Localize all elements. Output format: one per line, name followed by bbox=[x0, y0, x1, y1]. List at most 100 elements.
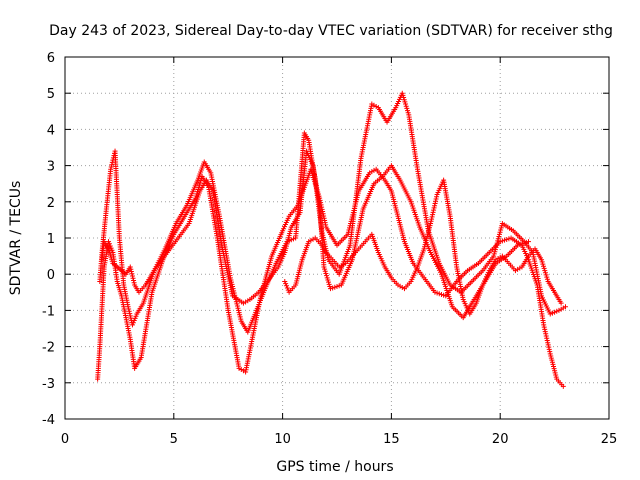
interpolated-points bbox=[286, 236, 296, 244]
interpolated-points bbox=[254, 288, 267, 311]
interpolated-points bbox=[515, 265, 523, 272]
x-axis-label: GPS time / hours bbox=[276, 459, 393, 475]
interpolated-points bbox=[530, 252, 544, 297]
interpolated-points bbox=[336, 233, 349, 247]
interpolated-points bbox=[226, 310, 242, 369]
interpolated-points bbox=[397, 283, 405, 290]
interpolated-points bbox=[300, 241, 311, 261]
interpolated-points bbox=[383, 179, 393, 192]
interpolated-points bbox=[517, 239, 529, 248]
interpolated-points bbox=[97, 252, 105, 282]
y-tick-label: -3 bbox=[42, 377, 55, 392]
interpolated-points bbox=[454, 266, 466, 300]
interpolated-points bbox=[422, 223, 433, 250]
interpolated-points bbox=[540, 295, 552, 315]
interpolated-points bbox=[495, 254, 508, 265]
y-tick-label: 2 bbox=[47, 196, 55, 211]
interpolated-points bbox=[139, 291, 155, 358]
interpolated-points bbox=[210, 190, 224, 246]
interpolated-points bbox=[527, 248, 536, 257]
interpolated-points bbox=[135, 302, 145, 315]
interpolated-points bbox=[546, 280, 557, 293]
interpolated-points bbox=[270, 230, 285, 257]
interpolated-points bbox=[520, 255, 530, 268]
x-tick-label: 15 bbox=[383, 432, 400, 447]
data-point bbox=[282, 278, 288, 284]
y-tick-label: 5 bbox=[47, 87, 55, 102]
tick-labels: 0 5 10 15 20 25 -4 -3 -2 -1 0 1 2 3 4 5 6 bbox=[42, 51, 617, 447]
interpolated-points bbox=[202, 161, 213, 174]
interpolated-points bbox=[308, 236, 316, 243]
interpolated-points bbox=[558, 305, 566, 312]
interpolated-points bbox=[499, 236, 512, 244]
interpolated-points bbox=[369, 167, 377, 175]
interpolated-points bbox=[249, 291, 260, 301]
data-point bbox=[327, 286, 333, 292]
data-point bbox=[106, 239, 112, 245]
interpolated-points bbox=[215, 237, 231, 311]
series-track-2 bbox=[97, 90, 568, 335]
interpolated-points bbox=[477, 251, 491, 265]
interpolated-points bbox=[409, 201, 422, 228]
interpolated-points bbox=[351, 248, 360, 257]
y-tick-label: 1 bbox=[47, 232, 55, 247]
interpolated-points bbox=[370, 233, 381, 253]
interpolated-points bbox=[281, 215, 291, 232]
data-point bbox=[525, 239, 531, 245]
interpolated-points bbox=[231, 294, 245, 305]
interpolated-points bbox=[434, 290, 447, 298]
interpolated-points bbox=[409, 266, 420, 282]
interpolated-points bbox=[415, 248, 426, 268]
interpolated-points bbox=[112, 150, 122, 239]
interpolated-points bbox=[283, 281, 291, 293]
interpolated-points bbox=[447, 215, 459, 268]
interpolated-points bbox=[102, 240, 110, 250]
interpolated-points bbox=[133, 356, 143, 370]
x-tick-label: 10 bbox=[274, 432, 291, 447]
interpolated-points bbox=[120, 269, 127, 276]
interpolated-points bbox=[385, 106, 398, 123]
interpolated-points bbox=[111, 262, 119, 269]
x-tick-label: 0 bbox=[61, 432, 69, 447]
interpolated-points bbox=[174, 204, 189, 225]
y-tick-label: -1 bbox=[42, 304, 55, 319]
grid bbox=[64, 56, 610, 420]
interpolated-points bbox=[373, 175, 384, 185]
interpolated-points bbox=[304, 150, 315, 167]
interpolated-points bbox=[276, 252, 287, 268]
data-point bbox=[547, 311, 553, 317]
data-point bbox=[541, 322, 547, 328]
interpolated-points bbox=[347, 158, 364, 246]
interpolated-points bbox=[293, 259, 305, 286]
y-tick-label: 6 bbox=[47, 51, 55, 66]
interpolated-points bbox=[422, 277, 437, 293]
interpolated-points bbox=[95, 346, 103, 380]
interpolated-points bbox=[470, 269, 484, 283]
interpolated-points bbox=[297, 150, 309, 213]
interpolated-points bbox=[402, 241, 415, 264]
interpolated-points bbox=[183, 197, 197, 217]
interpolated-points bbox=[331, 259, 341, 268]
x-tick-label: 20 bbox=[492, 432, 509, 447]
interpolated-points bbox=[257, 280, 269, 293]
interpolated-points bbox=[138, 284, 147, 293]
interpolated-points bbox=[495, 254, 503, 262]
interpolated-points bbox=[104, 168, 113, 210]
interpolated-points bbox=[481, 255, 495, 272]
x-tick-label: 5 bbox=[170, 432, 178, 447]
interpolated-points bbox=[324, 226, 339, 246]
interpolated-points bbox=[441, 179, 453, 217]
interpolated-points bbox=[243, 298, 251, 305]
data-point bbox=[560, 383, 566, 389]
interpolated-points bbox=[317, 205, 327, 268]
interpolated-points bbox=[128, 339, 137, 369]
interpolated-points bbox=[426, 230, 442, 264]
interpolated-points bbox=[512, 229, 526, 243]
interpolated-points bbox=[274, 241, 289, 264]
interpolated-points bbox=[383, 266, 393, 279]
interpolated-points bbox=[314, 237, 323, 246]
interpolated-points bbox=[398, 179, 413, 203]
interpolated-points bbox=[144, 266, 158, 286]
data-point bbox=[428, 221, 434, 227]
